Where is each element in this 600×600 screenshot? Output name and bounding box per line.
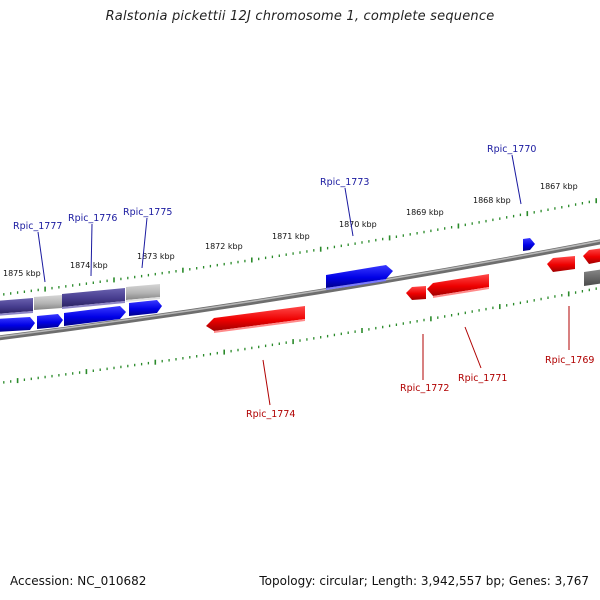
scale-label-1872: 1872 kbp xyxy=(205,242,243,251)
scale-label-1874: 1874 kbp xyxy=(70,261,108,270)
chromosome-backbone xyxy=(0,239,600,341)
gene-forward-arrow-4[interactable] xyxy=(129,300,162,316)
label-rpic-1770[interactable]: Rpic_1770 xyxy=(487,144,536,155)
scale-label-1867: 1867 kbp xyxy=(540,182,578,191)
inner-scale-ticks xyxy=(3,287,597,384)
gene-rpic-1773[interactable] xyxy=(326,265,393,290)
label-rpic-1775[interactable]: Rpic_1775 xyxy=(123,207,172,218)
genome-summary-text: Topology: circular; Length: 3,942,557 bp… xyxy=(259,574,589,588)
gene-forward-arrow-1[interactable] xyxy=(0,317,35,332)
leader-rpic-1775 xyxy=(141,217,148,269)
map-title: Ralstonia pickettii 12J chromosome 1, co… xyxy=(105,9,495,24)
scale-label-1873: 1873 kbp xyxy=(137,252,175,261)
reverse-strand-genes xyxy=(206,248,600,333)
leader-rpic-1777 xyxy=(37,231,46,283)
label-rpic-1776[interactable]: Rpic_1776 xyxy=(68,213,117,224)
gene-reverse-offscreen[interactable] xyxy=(583,248,600,264)
label-rpic-1769[interactable]: Rpic_1769 xyxy=(545,355,594,366)
outer-scale-ticks xyxy=(3,198,598,296)
gene-rpic-1769[interactable] xyxy=(547,256,575,272)
gene-forward-arrow-2[interactable] xyxy=(37,314,63,329)
scale-label-1875: 1875 kbp xyxy=(3,269,41,278)
leader-rpic-1770 xyxy=(511,154,522,205)
leader-rpic-1773 xyxy=(344,187,354,237)
leader-rpic-1774 xyxy=(262,359,271,406)
label-rpic-1771[interactable]: Rpic_1771 xyxy=(458,373,507,384)
gene-rpic-1772[interactable] xyxy=(406,286,426,300)
leader-rpic-1776 xyxy=(90,223,93,277)
label-rpic-1772[interactable]: Rpic_1772 xyxy=(400,383,449,394)
gene-rpic-1777[interactable] xyxy=(0,298,33,316)
gene-rpic-1774[interactable] xyxy=(206,306,305,333)
scale-label-1868: 1868 kbp xyxy=(473,196,511,205)
scale-label-1871: 1871 kbp xyxy=(272,232,310,241)
gene-pseudo-a[interactable] xyxy=(34,295,62,310)
chromosome-backbone-highlight xyxy=(0,240,600,338)
label-rpic-1774[interactable]: Rpic_1774 xyxy=(246,409,295,420)
scale-label-1869: 1869 kbp xyxy=(406,208,444,217)
gene-rpic-1770[interactable] xyxy=(523,238,535,251)
gene-offscreen-gray[interactable] xyxy=(584,269,600,286)
forward-strand-genes xyxy=(0,238,600,332)
gene-rpic-1775[interactable] xyxy=(126,284,160,302)
scale-label-1870: 1870 kbp xyxy=(339,220,377,229)
gene-forward-arrow-3[interactable] xyxy=(64,306,126,326)
gene-rpic-1776[interactable] xyxy=(62,288,125,309)
accession-text: Accession: NC_010682 xyxy=(10,574,147,588)
gene-rpic-1771[interactable] xyxy=(427,274,489,298)
gene-labels: Rpic_1777 Rpic_1776 Rpic_1775 Rpic_1773 … xyxy=(13,144,594,420)
leader-rpic-1771 xyxy=(464,326,482,369)
scale-labels: 1875 kbp 1874 kbp 1873 kbp 1872 kbp 1871… xyxy=(3,182,578,278)
label-rpic-1773[interactable]: Rpic_1773 xyxy=(320,177,369,188)
label-rpic-1777[interactable]: Rpic_1777 xyxy=(13,221,62,232)
